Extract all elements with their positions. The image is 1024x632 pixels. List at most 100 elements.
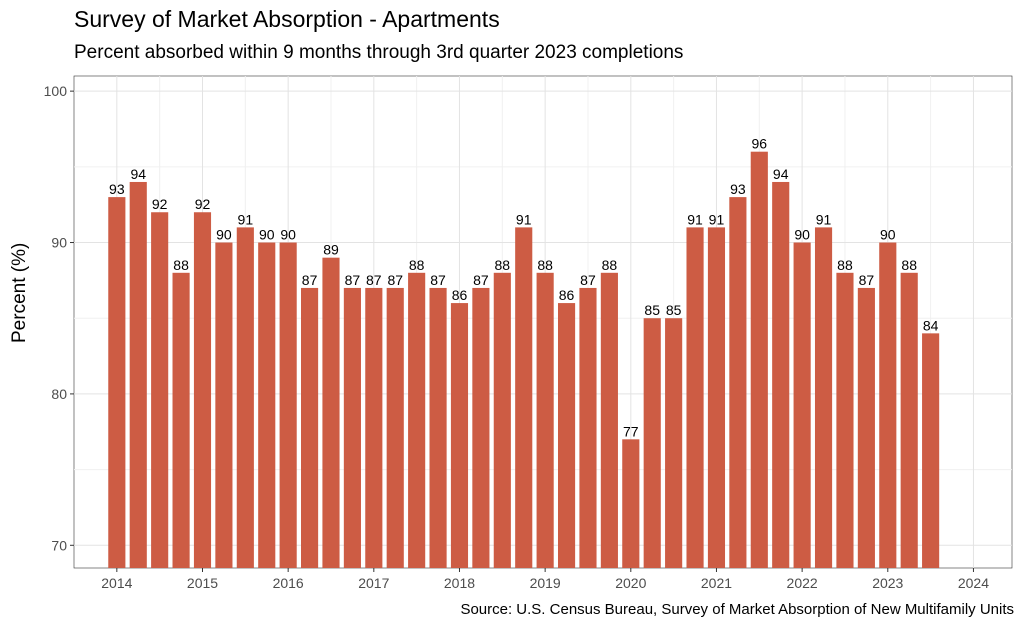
bar [665,318,683,568]
y-tick-label: 70 [51,537,67,553]
x-tick-label: 2021 [701,575,732,591]
bar [151,212,169,568]
data-label: 86 [559,287,575,303]
data-label: 88 [837,257,853,273]
bar [922,333,940,568]
bar [557,303,576,568]
bar [793,242,811,568]
data-label: 87 [430,272,446,288]
bar [643,318,661,568]
x-tick-label: 2022 [787,575,818,591]
bar [450,303,469,568]
bar [215,242,233,568]
data-label: 88 [409,257,425,273]
data-label: 87 [473,272,489,288]
data-label: 85 [666,302,682,318]
bar [108,197,126,568]
bar [879,242,897,568]
y-tick-label: 80 [51,386,67,402]
data-label: 87 [580,272,596,288]
bar [429,287,447,568]
bar [729,197,747,568]
data-label: 92 [152,196,168,212]
x-tick-label: 2019 [530,575,561,591]
data-label: 96 [752,136,768,152]
bar [600,272,618,568]
data-label: 90 [880,227,896,243]
data-label: 84 [923,317,939,333]
data-label: 90 [280,227,296,243]
y-tick-label: 100 [44,83,68,99]
data-label: 88 [901,257,917,273]
data-label: 91 [687,211,703,227]
data-label: 90 [216,227,232,243]
y-tick-label: 90 [51,235,67,251]
bar [408,272,426,568]
bar [579,287,597,568]
bar [301,287,319,568]
data-label: 87 [366,272,382,288]
x-tick-label: 2020 [615,575,646,591]
bar [900,272,918,568]
data-label: 85 [644,302,660,318]
x-tick-label: 2015 [187,575,218,591]
bar [343,287,361,568]
bar [707,227,726,568]
bar [472,287,490,568]
x-tick-label: 2018 [444,575,475,591]
bar [814,227,833,568]
bar [493,272,511,568]
data-label: 90 [794,227,810,243]
bar [772,181,790,568]
data-label: 86 [452,287,468,303]
data-label: 94 [773,166,789,182]
data-label: 91 [816,211,832,227]
bar [193,212,212,568]
x-tick-label: 2023 [872,575,903,591]
bar [322,257,340,568]
bar [857,287,875,568]
x-tick-label: 2017 [358,575,389,591]
data-label: 90 [259,227,275,243]
bar [172,272,190,568]
data-label: 88 [602,257,618,273]
data-label: 91 [238,211,254,227]
x-tick-label: 2014 [101,575,132,591]
chart-title: Survey of Market Absorption - Apartments [74,6,500,32]
data-label: 77 [623,423,639,439]
data-label: 93 [730,181,746,197]
x-tick-label: 2024 [958,575,989,591]
data-label: 91 [516,211,532,227]
data-label: 89 [323,242,339,258]
x-tick-label: 2016 [273,575,304,591]
bar [515,227,533,568]
chart-caption: Source: U.S. Census Bureau, Survey of Ma… [460,601,1014,618]
bar [365,287,383,568]
chart-subtitle: Percent absorbed within 9 months through… [74,42,684,63]
bar [750,151,768,568]
bar [279,242,297,568]
bar [836,272,854,568]
data-label: 87 [345,272,361,288]
bars [108,151,940,568]
bar [258,242,276,568]
data-label: 88 [537,257,553,273]
bar [129,181,147,568]
data-label: 87 [387,272,403,288]
data-label: 87 [302,272,318,288]
data-labels: 93 94 92 88 92 90 91 90 90 87 89 87 87 87 88 87 86 87 88 91… [109,136,939,440]
bar [686,227,704,568]
data-label: 87 [859,272,875,288]
x-axis-ticks: 2014 2015 2016 2017 2018 2019 2020 2021 2022 2023… [101,568,989,591]
data-label: 91 [709,211,725,227]
data-label: 88 [173,257,189,273]
bar [622,439,640,568]
bar [536,272,554,568]
bar [386,287,404,568]
bar [236,227,254,568]
data-label: 92 [195,196,211,212]
data-label: 94 [130,166,146,182]
data-label: 93 [109,181,125,197]
data-label: 88 [495,257,511,273]
